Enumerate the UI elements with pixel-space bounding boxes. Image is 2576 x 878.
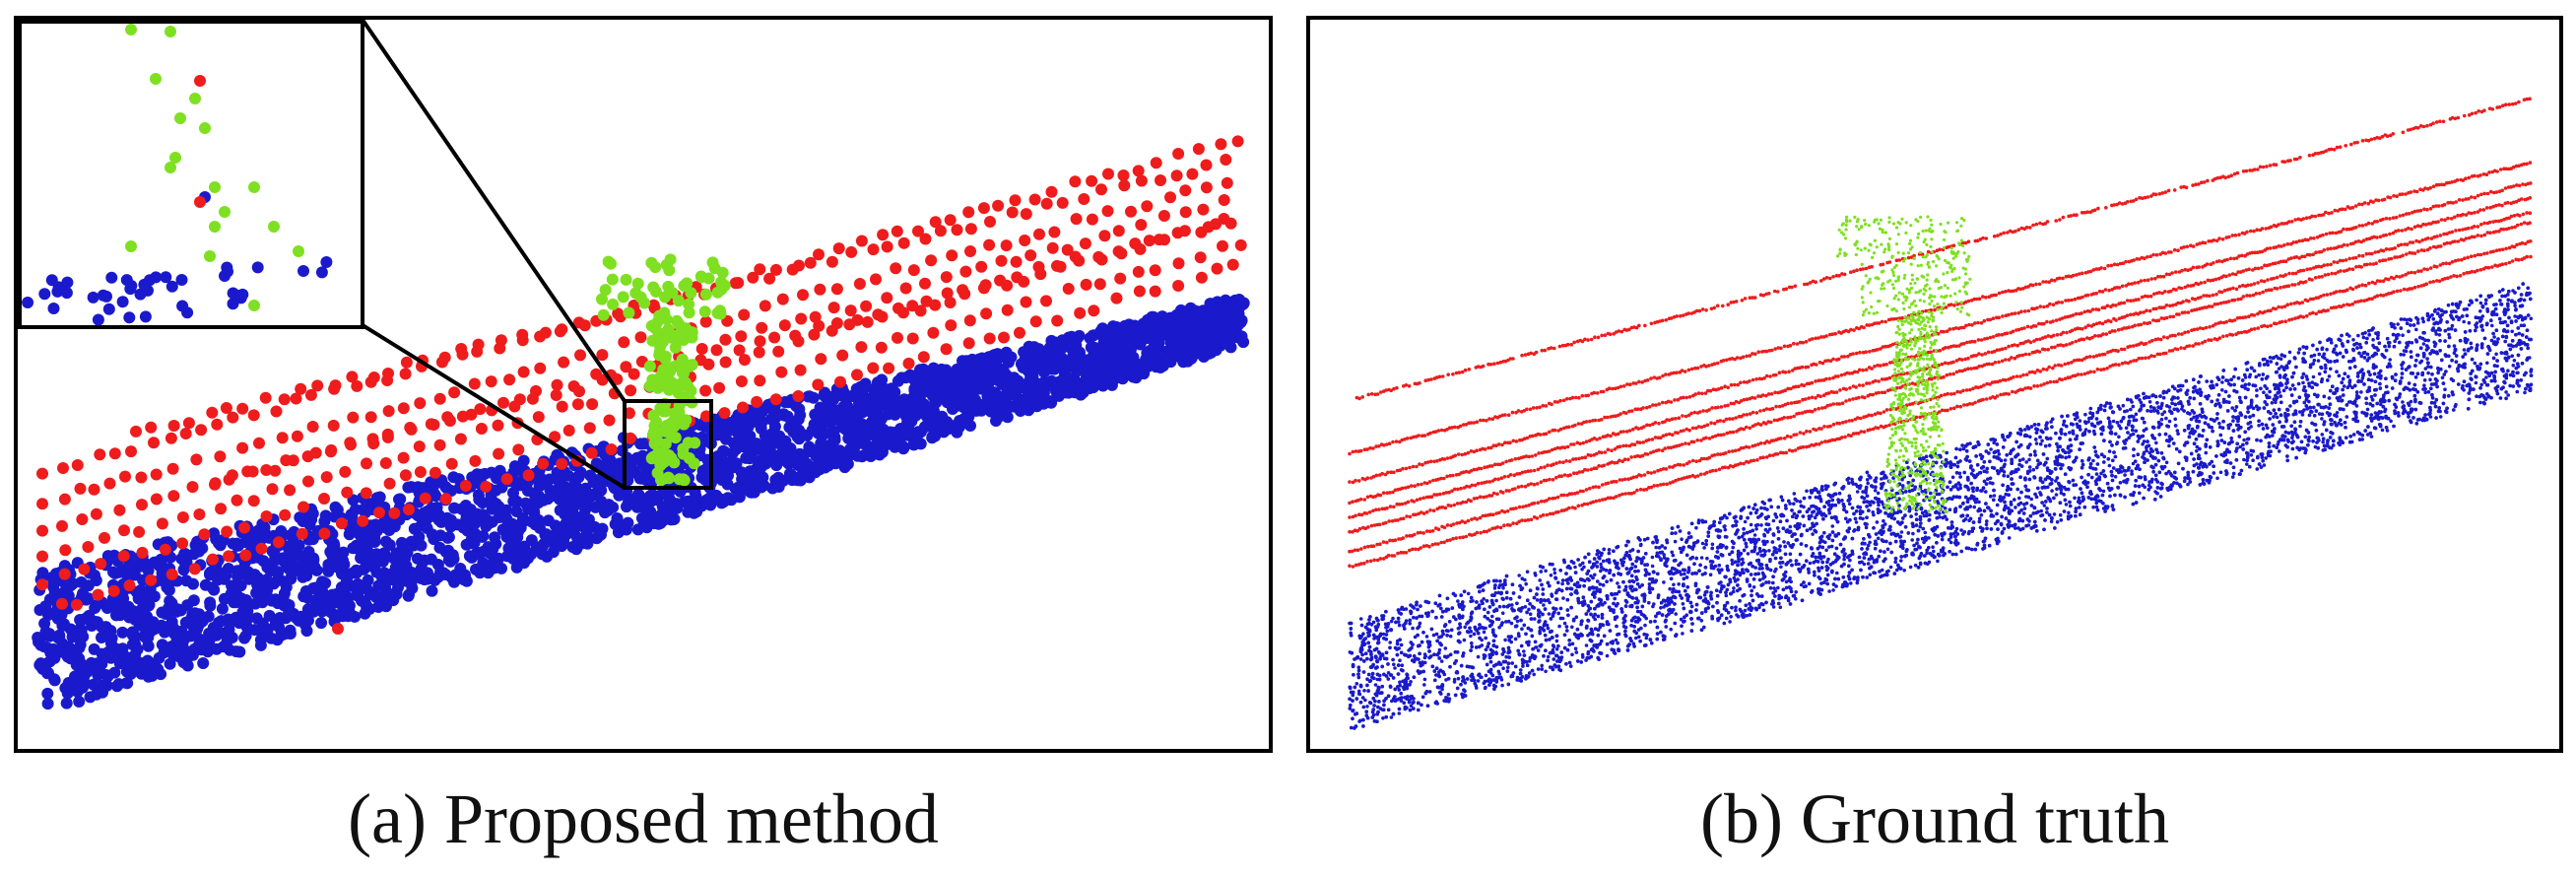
- tower-points: [596, 253, 731, 487]
- caption-proposed-method: (a) Proposed method: [348, 779, 939, 858]
- ground-points: [1348, 282, 2534, 730]
- zoom-inset: [18, 20, 364, 329]
- panel-proposed-method: [14, 16, 1273, 753]
- point-cloud-ground-truth: [1348, 97, 2534, 730]
- power-line-points: [1348, 97, 2533, 569]
- caption-ground-truth: (b) Ground truth: [1700, 779, 2169, 858]
- point-cloud-proposed: [18, 20, 1250, 710]
- ground-points: [32, 294, 1250, 710]
- panel-ground-truth: [1306, 16, 2563, 753]
- tower-points: [1836, 215, 1972, 514]
- zoom-region: [361, 20, 713, 490]
